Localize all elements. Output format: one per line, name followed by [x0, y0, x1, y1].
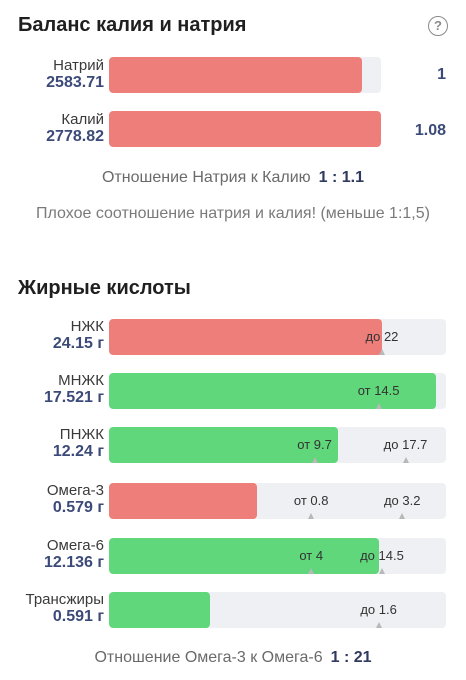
- fat-row-label: МНЖК 17.521 г: [44, 372, 104, 407]
- fats-section-title: Жирные кислоты: [18, 277, 191, 299]
- range-marker-label: до 14.5: [360, 548, 404, 563]
- fat-bar-fill: [109, 538, 379, 574]
- fat-value: 0.591 г: [52, 608, 104, 625]
- fat-bar-fill: [109, 483, 258, 519]
- sodium-bar-track: [109, 57, 381, 93]
- fat-row-label: Омега-3 0.579 г: [47, 482, 104, 517]
- fat-bar-track: от 4 до 14.5: [109, 538, 446, 574]
- range-marker-label: от 0.8: [293, 493, 329, 508]
- range-marker-label: до 22: [365, 329, 399, 344]
- omega-ratio: Отношение Омега-3 к Омега-6 1 : 21: [0, 649, 466, 667]
- fat-name: Трансжиры: [25, 591, 105, 608]
- range-marker-label: до 17.7: [383, 437, 428, 452]
- fat-value: 12.24 г: [52, 443, 104, 460]
- fat-bar-track: от 14.5: [109, 373, 446, 409]
- potassium-label: Калий: [61, 111, 104, 128]
- fat-row-label: НЖК 24.15 г: [53, 318, 104, 353]
- fat-bar-fill: [109, 592, 211, 628]
- fat-value: 12.136 г: [43, 554, 104, 571]
- balance-warning: Плохое соотношение натрия и калия! (мень…: [36, 205, 430, 222]
- fat-name: НЖК: [70, 318, 104, 335]
- potassium-ratio: 1.08: [414, 122, 446, 139]
- range-marker-label: до 3.2: [383, 493, 421, 508]
- sodium-label: Натрий: [53, 57, 104, 74]
- fat-name: Омега-3: [46, 482, 104, 499]
- fat-bar-fill: [109, 427, 339, 463]
- sodium-ratio: 1: [437, 66, 446, 83]
- range-marker-label: до 1.6: [360, 602, 397, 617]
- sodium-value: 2583.71: [46, 74, 104, 91]
- help-icon[interactable]: ?: [428, 16, 448, 36]
- fat-row-label: ПНЖК 12.24 г: [53, 426, 104, 461]
- omega-ratio-label: Отношение Омега-3 к Омега-6: [94, 649, 323, 666]
- fat-row-label: Трансжиры 0.591 г: [26, 591, 105, 626]
- sodium-potassium-ratio-label: Отношение Натрия к Калию: [101, 169, 311, 186]
- fat-value: 24.15 г: [52, 335, 104, 352]
- sodium-bar-fill: [109, 57, 362, 93]
- sodium-potassium-ratio: Отношение Натрия к Калию 1 : 1.1: [0, 169, 466, 187]
- fat-bar-fill: [109, 319, 382, 355]
- balance-section-title: Баланс калия и натрия: [18, 14, 247, 36]
- potassium-bar-track: [109, 111, 381, 147]
- potassium-value: 2778.82: [46, 128, 104, 145]
- fat-bar-track: до 1.6: [109, 592, 446, 628]
- omega-ratio-value: 1 : 21: [330, 649, 372, 666]
- fat-value: 0.579 г: [52, 499, 104, 516]
- potassium-bar-fill: [109, 111, 381, 147]
- range-marker-label: от 9.7: [297, 437, 332, 452]
- fat-value: 17.521 г: [43, 389, 104, 406]
- range-marker-label: от 4: [299, 548, 324, 563]
- fat-row-label: Омега-6 12.136 г: [44, 537, 104, 572]
- fat-name: МНЖК: [58, 372, 104, 389]
- fat-bar-track: от 0.8 до 3.2: [109, 483, 446, 519]
- fat-bar-track: до 22: [109, 319, 446, 355]
- sodium-potassium-ratio-value: 1 : 1.1: [318, 169, 365, 186]
- fat-bar-track: от 9.7 до 17.7: [109, 427, 446, 463]
- fat-name: ПНЖК: [59, 426, 104, 443]
- fat-name: Омега-6: [46, 537, 104, 554]
- range-marker-label: от 14.5: [357, 383, 400, 398]
